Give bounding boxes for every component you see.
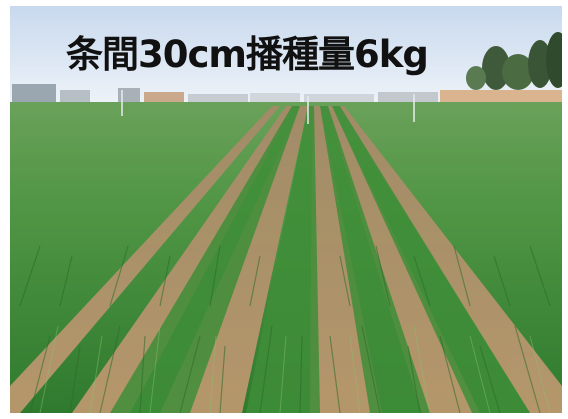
field-photo-image bbox=[10, 6, 562, 413]
field-poles bbox=[121, 90, 415, 124]
crop-rows bbox=[110, 106, 530, 413]
field-photo: 条間30cm播種量6kg bbox=[10, 6, 562, 413]
grass-highlights bbox=[39, 325, 551, 413]
tree-line bbox=[466, 32, 562, 90]
photo-caption: 条間30cm播種量6kg bbox=[66, 33, 429, 76]
grass-texture bbox=[19, 245, 551, 413]
sky bbox=[10, 6, 562, 106]
horizon-buildings bbox=[12, 84, 562, 104]
